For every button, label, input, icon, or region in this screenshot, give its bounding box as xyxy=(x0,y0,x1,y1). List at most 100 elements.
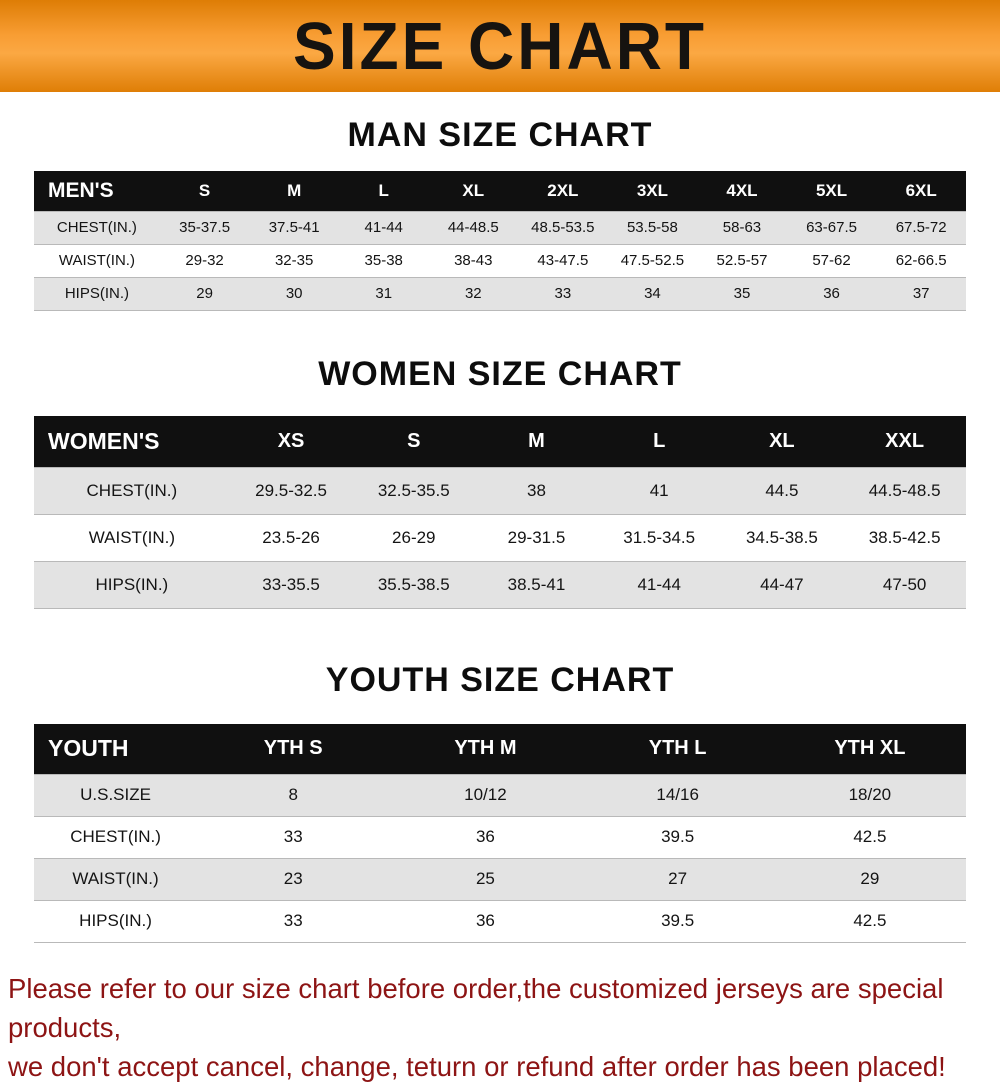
size-column-header: YTH L xyxy=(648,737,707,760)
size-column-header: 4XL xyxy=(726,180,758,200)
row-label-cell: U.S.SIZE xyxy=(80,785,151,804)
table-cell: 33 xyxy=(283,827,303,846)
table-cell: 36 xyxy=(475,827,495,846)
row-label-cell: WAIST(IN.) xyxy=(88,528,175,547)
size-column-header: XXL xyxy=(885,429,925,452)
women-size-table: WOMEN'S XS S M L XL XXL CHEST(IN.) 29.5-32.5 32.5… xyxy=(34,415,966,610)
youth-section-heading: YOUTH SIZE CHART xyxy=(325,661,675,699)
table-cell: 47-50 xyxy=(882,575,927,594)
size-column-header: S xyxy=(407,429,421,452)
table-cell: 34 xyxy=(644,285,661,302)
table-title-cell: MEN'S xyxy=(48,178,114,202)
table-cell: 8 xyxy=(288,785,298,804)
table-cell: 32-35 xyxy=(274,252,314,269)
row-label-cell: CHEST(IN.) xyxy=(86,481,178,500)
table-cell: 67.5-72 xyxy=(895,219,947,236)
table-cell: 39.5 xyxy=(661,827,695,846)
table-title-cell: YOUTH xyxy=(48,735,129,762)
table-cell: 47.5-52.5 xyxy=(620,252,685,269)
table-cell: 32 xyxy=(464,285,482,302)
size-column-header: XL xyxy=(769,429,795,452)
table-cell: 41 xyxy=(649,481,669,500)
row-label-cell: WAIST(IN.) xyxy=(72,869,159,888)
footer-note: Please refer to our size chart before or… xyxy=(0,969,1000,1086)
table-cell: 27 xyxy=(668,869,688,888)
table-cell: 48.5-53.5 xyxy=(531,219,595,236)
table-cell: 10/12 xyxy=(464,785,507,804)
table-cell: 25 xyxy=(475,869,495,888)
table-cell: 38 xyxy=(527,481,546,500)
table-cell: 37 xyxy=(912,285,930,302)
table-cell: 57-62 xyxy=(812,252,851,269)
table-header-row: YOUTH YTH S YTH M YTH L YTH XL xyxy=(34,724,966,774)
row-label-cell: HIPS(IN.) xyxy=(64,285,129,302)
table-cell: 18/20 xyxy=(848,785,892,804)
women-size-chart-section: WOMEN SIZE CHART WOMEN'S XS S M L XL XXL CHEST(… xyxy=(0,355,1000,610)
table-cell: 31 xyxy=(375,285,393,302)
size-column-header: M xyxy=(287,180,302,200)
table-cell: 41-44 xyxy=(637,575,681,594)
size-column-header: XL xyxy=(462,180,485,200)
size-column-header: S xyxy=(198,180,211,200)
size-column-header: 5XL xyxy=(815,180,848,200)
table-cell: 42.5 xyxy=(853,911,887,930)
footer-note-line-1: Please refer to our size chart before or… xyxy=(8,972,944,1043)
row-label-cell: CHEST(IN.) xyxy=(56,219,137,236)
size-column-header: XS xyxy=(277,429,305,452)
row-label-cell: CHEST(IN.) xyxy=(70,827,161,846)
size-column-header: 6XL xyxy=(905,180,937,200)
table-row: WAIST(IN.) 23.5-26 26-29 29-31.5 31.5-34.5 34… xyxy=(34,514,966,562)
table-cell: 33-35.5 xyxy=(262,575,320,594)
size-column-header: 2XL xyxy=(547,180,579,200)
table-cell: 38-43 xyxy=(454,252,493,269)
women-section-heading: WOMEN SIZE CHART xyxy=(318,354,682,393)
table-cell: 44.5-48.5 xyxy=(868,481,941,500)
table-cell: 29 xyxy=(860,869,880,888)
table-row: CHEST(IN.) 35-37.5 37.5-41 41-44 44-48.5 48.5… xyxy=(34,211,966,244)
table-cell: 33 xyxy=(554,285,572,302)
table-cell: 29 xyxy=(196,285,213,302)
table-cell: 36 xyxy=(475,911,495,930)
table-cell: 44-48.5 xyxy=(447,219,499,236)
banner: SIZE CHART xyxy=(0,0,1000,92)
table-cell: 39.5 xyxy=(661,911,695,930)
youth-size-table: YOUTH YTH S YTH M YTH L YTH XL U.S.SIZE 8 10/12… xyxy=(34,724,966,943)
table-cell: 52.5-57 xyxy=(716,252,768,269)
table-cell: 29-32 xyxy=(185,252,224,269)
row-label-cell: HIPS(IN.) xyxy=(95,575,169,594)
table-row: WAIST(IN.) 23 25 27 29 xyxy=(34,858,966,900)
table-row: HIPS(IN.) 29 30 31 32 33 34 35 36 37 xyxy=(34,277,966,310)
table-cell: 29-31.5 xyxy=(507,528,566,547)
table-cell: 38.5-42.5 xyxy=(868,528,941,547)
table-cell: 62-66.5 xyxy=(895,252,947,269)
table-cell: 37.5-41 xyxy=(268,219,320,236)
table-row: CHEST(IN.) 33 36 39.5 42.5 xyxy=(34,816,966,858)
table-row: HIPS(IN.) 33-35.5 35.5-38.5 38.5-41 41-44 44-… xyxy=(34,561,966,609)
table-cell: 41-44 xyxy=(364,219,403,236)
table-header-row: WOMEN'S XS S M L XL XXL xyxy=(34,415,966,468)
size-column-header: 3XL xyxy=(636,180,668,200)
table-cell: 31.5-34.5 xyxy=(623,528,696,547)
youth-size-chart-section: YOUTH SIZE CHART YOUTH YTH S YTH M YTH L YTH… xyxy=(0,661,1000,943)
table-header-row: MEN'S S M L XL 2XL 3XL 4XL 5XL 6XL xyxy=(34,171,966,211)
table-cell: 34.5-38.5 xyxy=(745,528,818,547)
page-title: SIZE CHART xyxy=(293,8,707,84)
table-cell: 43-47.5 xyxy=(537,252,589,269)
table-cell: 63-67.5 xyxy=(806,219,857,236)
table-cell: 26-29 xyxy=(392,528,436,547)
size-column-header: YTH M xyxy=(454,737,517,760)
table-row: HIPS(IN.) 33 36 39.5 42.5 xyxy=(34,900,966,942)
table-cell: 23.5-26 xyxy=(262,528,320,547)
table-cell: 44.5 xyxy=(765,481,799,500)
table-cell: 35-38 xyxy=(364,252,403,269)
table-row: CHEST(IN.) 29.5-32.5 32.5-35.5 38 41 44.5 44.5… xyxy=(34,467,966,515)
table-cell: 38.5-41 xyxy=(507,575,566,594)
size-column-header: YTH S xyxy=(263,737,323,760)
row-label-cell: HIPS(IN.) xyxy=(79,911,152,930)
table-cell: 23 xyxy=(283,869,303,888)
size-column-header: L xyxy=(378,180,389,200)
table-cell: 35.5-38.5 xyxy=(377,575,450,594)
size-column-header: YTH XL xyxy=(834,737,906,760)
table-cell: 32.5-35.5 xyxy=(377,481,450,500)
table-cell: 33 xyxy=(283,911,303,930)
